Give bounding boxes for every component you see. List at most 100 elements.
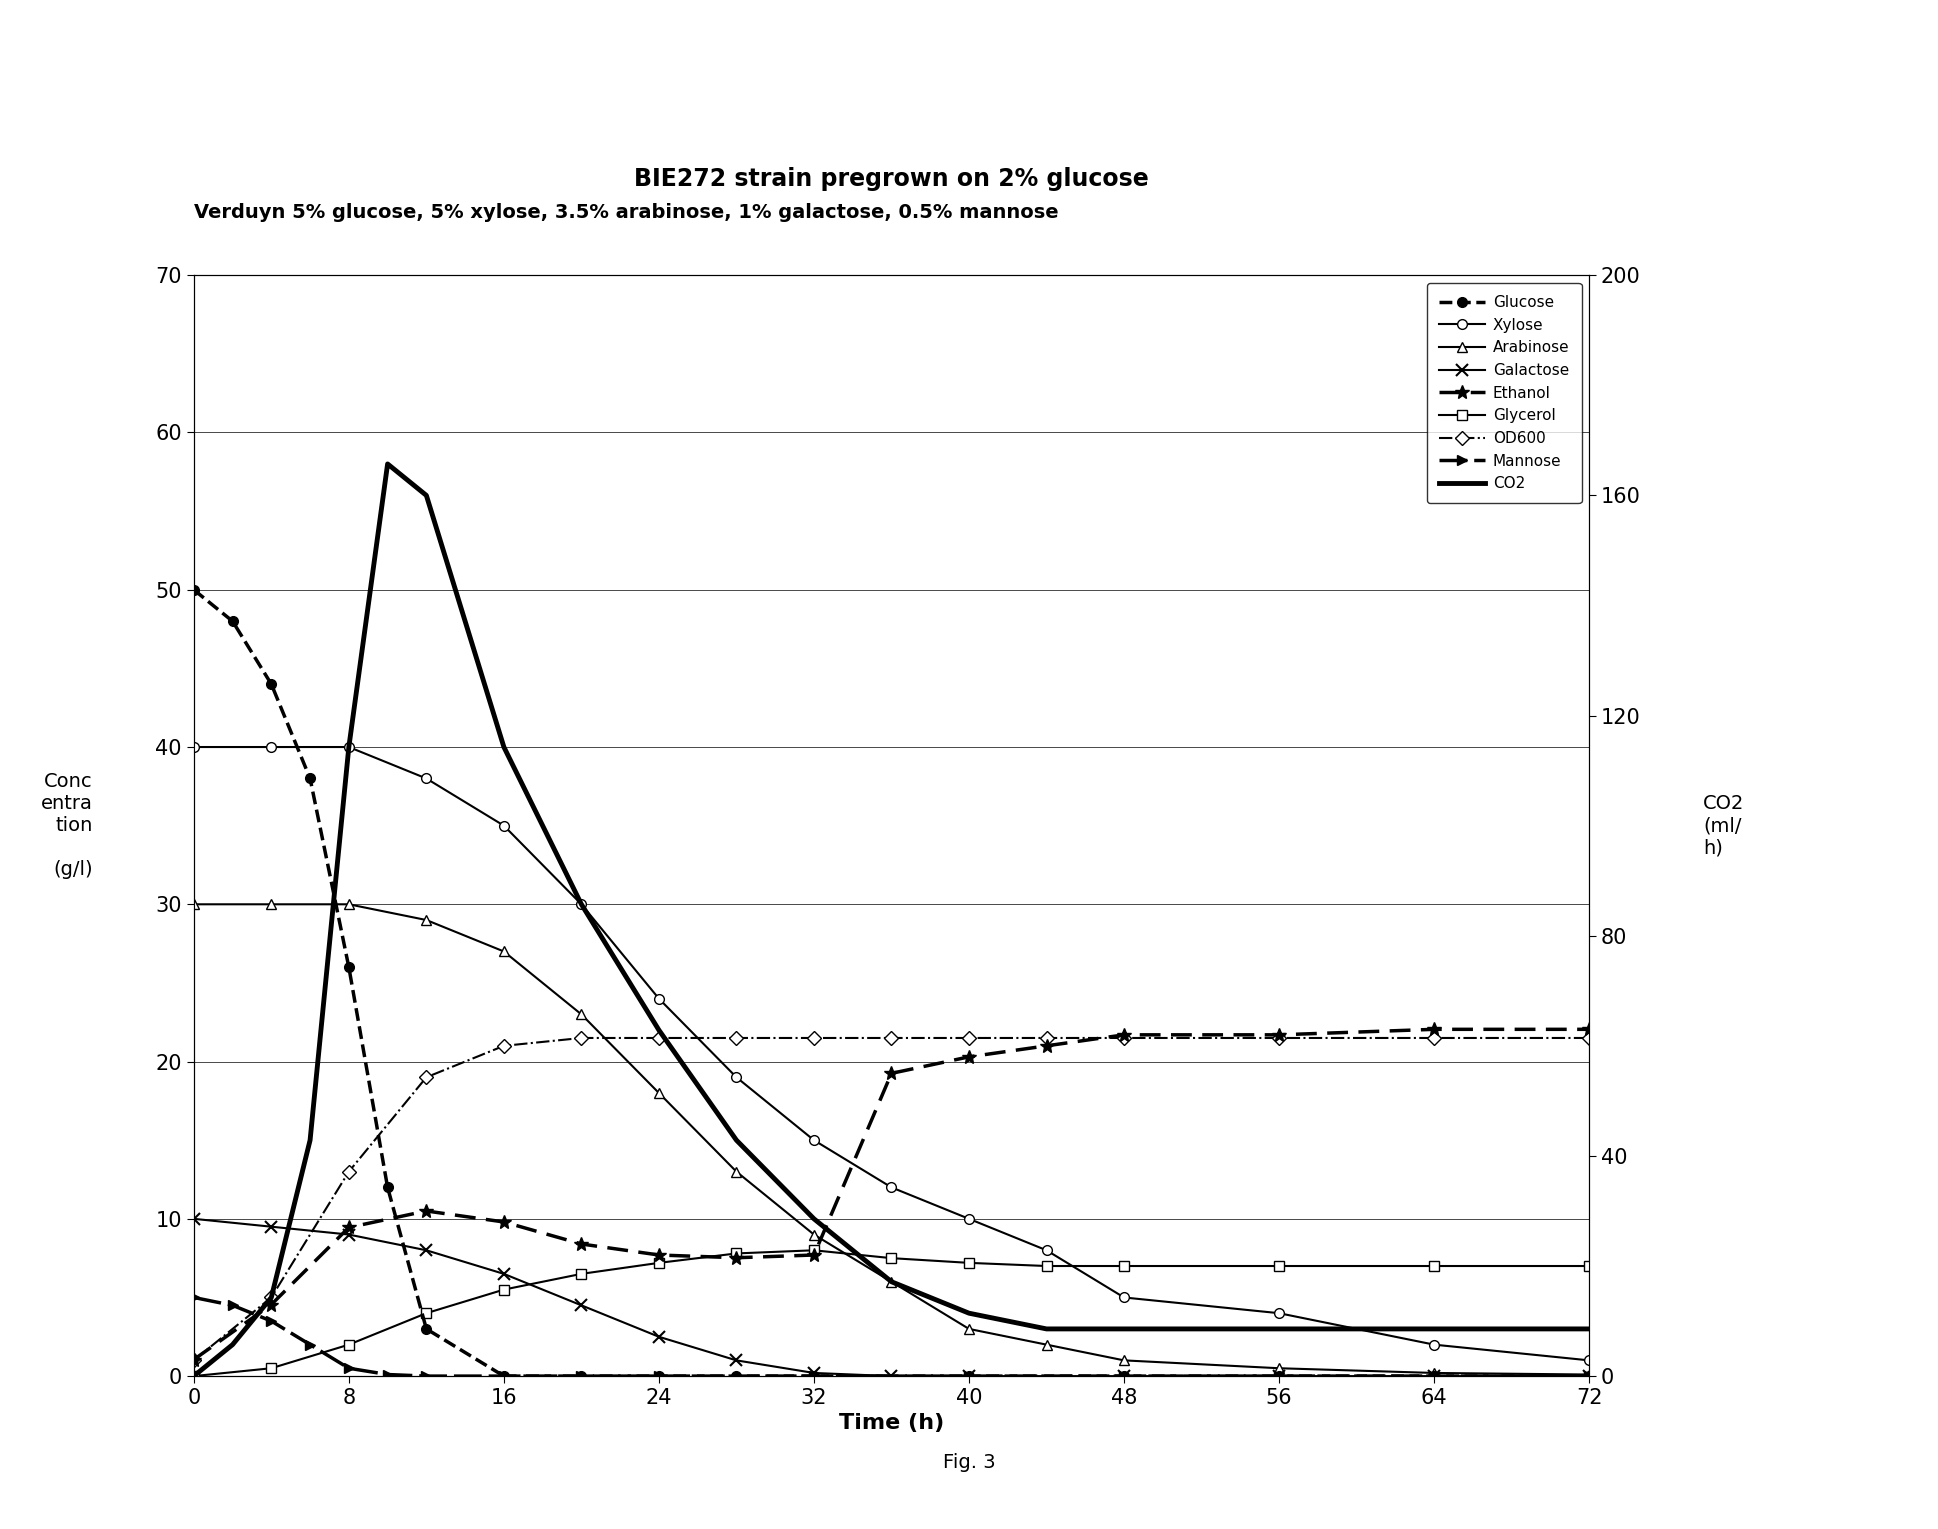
Xylose	[957, 1209, 981, 1228]
Glycerol	[260, 1359, 283, 1378]
Galactose	[725, 1352, 748, 1370]
Arabinose	[337, 894, 360, 913]
Glucose	[1578, 1367, 1601, 1385]
Line: Glucose: Glucose	[188, 586, 1595, 1381]
Glycerol	[1422, 1257, 1446, 1275]
Glycerol	[182, 1367, 205, 1385]
CO2	[1578, 1320, 1601, 1338]
Glucose	[492, 1367, 516, 1385]
Glycerol	[415, 1304, 438, 1323]
Ethanol	[415, 1202, 438, 1220]
Mannose	[957, 1367, 981, 1385]
CO2	[647, 1021, 671, 1040]
Glycerol	[570, 1264, 593, 1283]
Line: Arabinose: Arabinose	[188, 899, 1595, 1379]
Arabinose	[802, 1225, 826, 1243]
Xylose	[1422, 1335, 1446, 1353]
Line: Glycerol: Glycerol	[188, 1246, 1595, 1381]
Glucose	[221, 612, 244, 630]
Glucose	[182, 581, 205, 599]
CO2	[260, 1289, 283, 1307]
CO2	[298, 1131, 322, 1150]
Glucose	[260, 674, 283, 693]
Line: Ethanol: Ethanol	[186, 1023, 1597, 1367]
Xylose	[492, 816, 516, 835]
Galactose	[647, 1327, 671, 1346]
CO2	[725, 1131, 748, 1150]
Ethanol	[1035, 1037, 1058, 1055]
Arabinose	[182, 894, 205, 913]
Y-axis label: Conc
entra
tion

(g/l): Conc entra tion (g/l)	[41, 772, 93, 879]
Xylose	[260, 739, 283, 757]
CO2	[415, 486, 438, 505]
Xylose	[1112, 1289, 1136, 1307]
Text: Verduyn 5% glucose, 5% xylose, 3.5% arabinose, 1% galactose, 0.5% mannose: Verduyn 5% glucose, 5% xylose, 3.5% arab…	[194, 203, 1058, 222]
Ethanol	[1422, 1020, 1446, 1038]
Mannose	[337, 1359, 360, 1378]
Mannose	[298, 1335, 322, 1353]
Ethanol	[570, 1235, 593, 1254]
Xylose	[647, 989, 671, 1008]
Arabinose	[1422, 1364, 1446, 1382]
CO2	[492, 739, 516, 757]
Line: CO2: CO2	[194, 463, 1589, 1376]
Arabinose	[647, 1084, 671, 1102]
OD600	[880, 1029, 903, 1047]
OD600	[1422, 1029, 1446, 1047]
Line: Galactose: Galactose	[188, 1214, 1595, 1382]
CO2	[221, 1335, 244, 1353]
Ethanol	[182, 1350, 205, 1368]
OD600	[647, 1029, 671, 1047]
Glucose	[647, 1367, 671, 1385]
Galactose	[1578, 1367, 1601, 1385]
Glucose	[1112, 1367, 1136, 1385]
Glucose	[415, 1320, 438, 1338]
Ethanol	[1578, 1020, 1601, 1038]
OD600	[802, 1029, 826, 1047]
Mannose	[1112, 1367, 1136, 1385]
Ethanol	[1267, 1026, 1291, 1044]
Galactose	[880, 1367, 903, 1385]
Galactose	[182, 1209, 205, 1228]
Line: OD600: OD600	[188, 1034, 1595, 1365]
OD600	[1112, 1029, 1136, 1047]
CO2	[1112, 1320, 1136, 1338]
OD600	[1035, 1029, 1058, 1047]
Glucose	[376, 1179, 399, 1197]
Legend: Glucose, Xylose, Arabinose, Galactose, Ethanol, Glycerol, OD600, Mannose, CO2: Glucose, Xylose, Arabinose, Galactose, E…	[1426, 283, 1581, 503]
Ethanol	[492, 1212, 516, 1231]
CO2	[1267, 1320, 1291, 1338]
Arabinose	[880, 1272, 903, 1290]
Ethanol	[880, 1064, 903, 1083]
OD600	[337, 1162, 360, 1180]
Glucose	[725, 1367, 748, 1385]
Glycerol	[1578, 1257, 1601, 1275]
Xylose	[337, 739, 360, 757]
Xylose	[1035, 1242, 1058, 1260]
Arabinose	[492, 942, 516, 960]
CO2	[570, 894, 593, 913]
Mannose	[492, 1367, 516, 1385]
Ethanol	[957, 1047, 981, 1066]
CO2	[957, 1304, 981, 1323]
OD600	[260, 1289, 283, 1307]
Xylose	[182, 739, 205, 757]
Glucose	[337, 959, 360, 977]
Glucose	[1267, 1367, 1291, 1385]
Ethanol	[337, 1219, 360, 1237]
Arabinose	[570, 1005, 593, 1023]
Ethanol	[802, 1246, 826, 1264]
Glycerol	[957, 1254, 981, 1272]
Arabinose	[260, 894, 283, 913]
CO2	[1422, 1320, 1446, 1338]
Glycerol	[1112, 1257, 1136, 1275]
Glucose	[298, 769, 322, 787]
Glucose	[570, 1367, 593, 1385]
Mannose	[1422, 1367, 1446, 1385]
Glucose	[1422, 1367, 1446, 1385]
Text: Fig. 3: Fig. 3	[942, 1453, 996, 1472]
Galactose	[260, 1217, 283, 1235]
Glycerol	[802, 1242, 826, 1260]
Arabinose	[415, 911, 438, 930]
Galactose	[1267, 1367, 1291, 1385]
